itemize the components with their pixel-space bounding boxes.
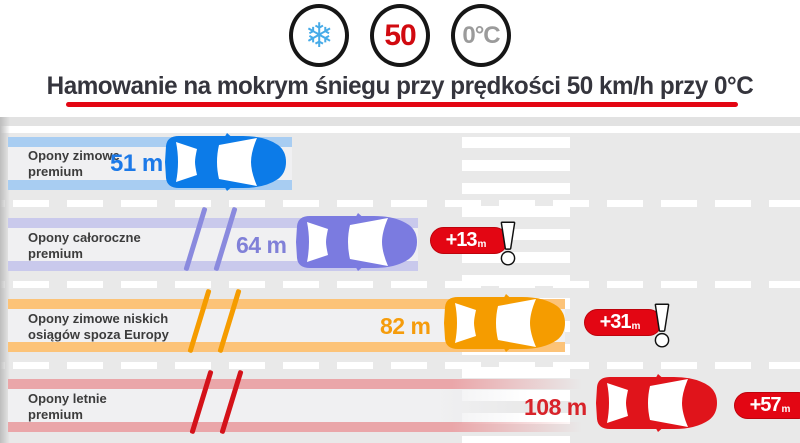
bar-stripe-bottom — [8, 422, 600, 432]
distance-value: 64 m — [236, 232, 287, 258]
car-icon-summer-premium — [590, 373, 722, 433]
tire-label-line2: premium — [28, 407, 83, 422]
delta-value: +13 — [445, 229, 478, 251]
temperature-icon: 0°C — [451, 4, 511, 67]
delta-pill: +31 m — [584, 309, 662, 336]
bar-stripe-bottom — [8, 342, 565, 352]
snowflake-icon: ❄ — [304, 15, 334, 56]
distance-value: 51 m — [110, 150, 163, 177]
road-left-edge-shade — [0, 117, 10, 443]
bar-stripe-top — [8, 379, 600, 389]
delta-badge: +57 m — [734, 392, 800, 419]
warning-exclamation-icon — [650, 302, 674, 349]
car-icon-budget-winter — [438, 293, 570, 353]
delta-unit: m — [477, 239, 487, 250]
tire-label: Opony letnie premium — [28, 391, 107, 423]
delta-pill: +57 m — [734, 392, 800, 419]
tire-label-line1: Opony całoroczne — [28, 230, 141, 245]
delta-value: +57 — [749, 394, 782, 416]
tire-label-line1: Opony zimowe — [28, 148, 120, 163]
lane-divider-dashes — [0, 281, 800, 288]
title-underline — [66, 102, 738, 107]
snow-condition-icon: ❄ — [289, 4, 349, 67]
delta-unit: m — [781, 404, 791, 415]
tire-label: Opony całoroczne premium — [28, 230, 141, 262]
temperature-value: 0°C — [462, 21, 500, 49]
car-icon-winter-premium — [159, 132, 291, 192]
braking-bar-summer-premium — [8, 379, 600, 432]
delta-badge: +13 m — [430, 227, 508, 254]
bar-stripe-bottom — [8, 180, 292, 190]
delta-value: +31 — [599, 311, 632, 333]
bar-middle — [8, 389, 600, 422]
tire-label: Opony zimowe premium — [28, 148, 120, 180]
speed-value: 50 — [384, 18, 416, 52]
bar-stripe-top — [8, 299, 565, 309]
lane-divider-dashes — [0, 200, 800, 207]
road-curb-strip — [0, 117, 800, 126]
distance-value: 82 m — [380, 313, 431, 339]
car-icon-allseason-premium — [290, 212, 422, 272]
speed-limit-icon: 50 — [370, 4, 430, 67]
tire-label-line1: Opony zimowe niskich — [28, 311, 169, 326]
distance-value: 108 m — [524, 394, 587, 420]
delta-badge: +31 m — [584, 309, 662, 336]
tire-label-line1: Opony letnie — [28, 391, 107, 406]
bar-stripe-top — [8, 137, 292, 147]
lane-divider-dashes — [0, 362, 800, 369]
page-title: Hamowanie na mokrym śniegu przy prędkośc… — [46, 72, 754, 100]
condition-icons: ❄ 50 0°C — [289, 4, 511, 67]
tire-label-line2: premium — [28, 246, 83, 261]
bar-stripe-bottom — [8, 261, 418, 271]
tire-label: Opony zimowe niskich osiągów spoza Europ… — [28, 311, 169, 343]
tire-label-line2: premium — [28, 164, 83, 179]
delta-pill: +13 m — [430, 227, 508, 254]
delta-unit: m — [631, 321, 641, 332]
tire-label-line2: osiągów spoza Europy — [28, 327, 169, 342]
bar-stripe-top — [8, 218, 418, 228]
warning-exclamation-icon — [496, 220, 520, 267]
